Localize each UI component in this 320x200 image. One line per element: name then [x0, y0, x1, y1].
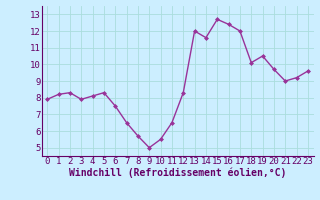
X-axis label: Windchill (Refroidissement éolien,°C): Windchill (Refroidissement éolien,°C) — [69, 167, 286, 178]
